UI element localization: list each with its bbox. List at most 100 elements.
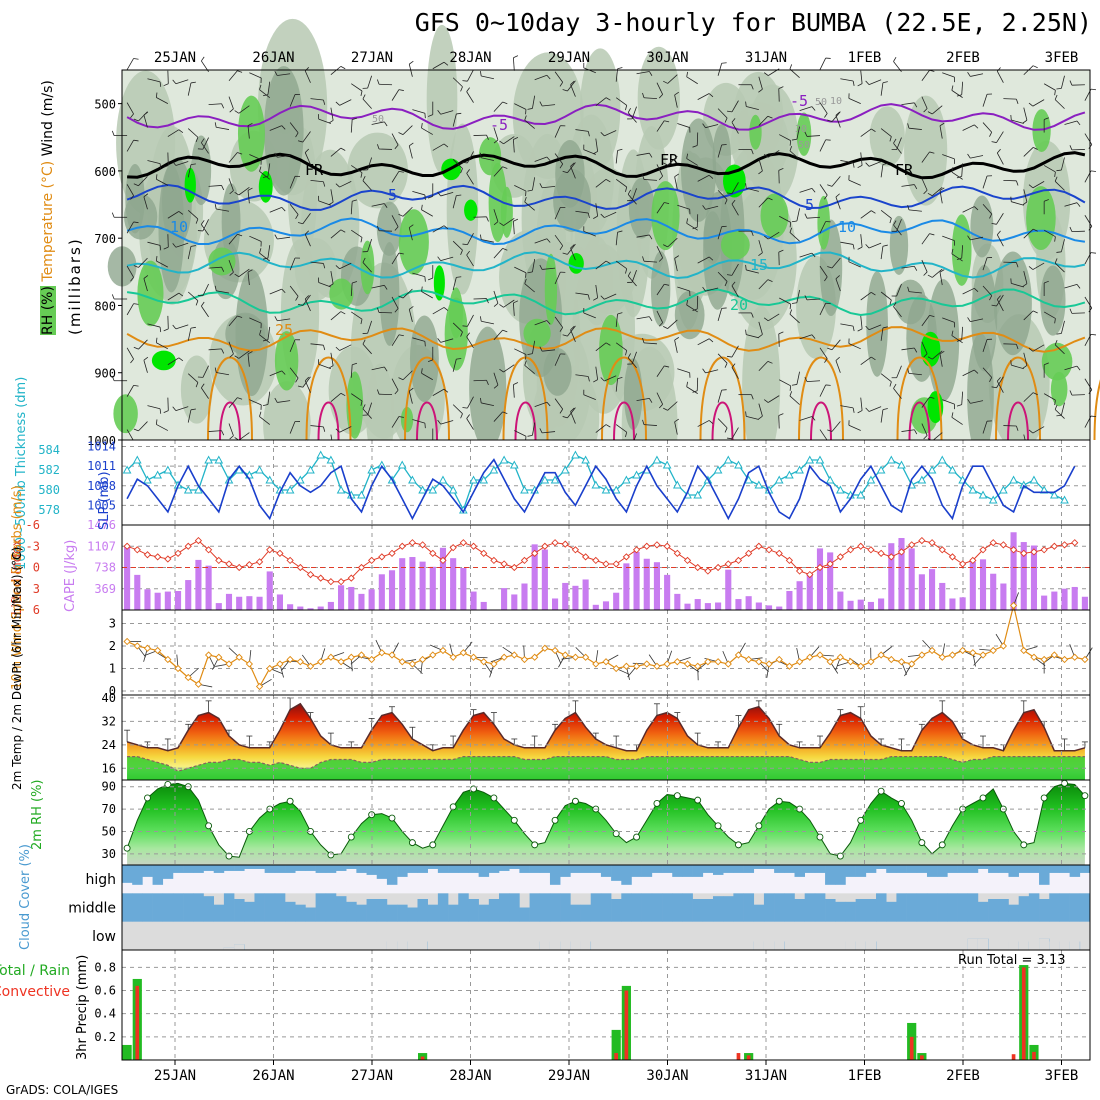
wind-barb <box>394 226 399 231</box>
wind-barb <box>138 339 148 350</box>
cloud-high-bar <box>865 865 877 873</box>
wind-barb <box>259 248 262 254</box>
wind-barb <box>402 370 413 381</box>
wind-barb <box>398 89 404 91</box>
cape-bar <box>674 593 681 610</box>
tick-label: 0 <box>33 561 40 575</box>
isotherm-line <box>404 356 450 441</box>
wind-barb <box>460 86 463 92</box>
wind-barb <box>360 237 363 243</box>
thickness-point <box>306 465 315 474</box>
wind-barb <box>625 268 628 274</box>
wind-barb <box>147 323 161 328</box>
thickness-point <box>805 455 815 464</box>
wind-barb <box>763 154 769 158</box>
wind-barb <box>982 94 988 107</box>
wind-barb <box>247 187 253 191</box>
tick-label: 580 <box>38 483 60 497</box>
wind-barb <box>402 125 413 135</box>
wind-barb <box>643 260 657 263</box>
wind-barb <box>882 81 888 84</box>
wind-barb <box>201 220 205 225</box>
rh-region <box>329 278 354 310</box>
wind-point <box>826 658 834 666</box>
wind-barb <box>289 176 296 189</box>
wind-barb <box>996 152 1004 165</box>
rh-point <box>551 816 559 824</box>
wind-barb <box>840 241 854 245</box>
wind-barb <box>717 390 723 403</box>
wind-barb <box>163 246 169 250</box>
li-point <box>928 539 936 547</box>
wind-barb <box>503 299 515 308</box>
li-point <box>337 578 345 586</box>
wind-barb <box>605 260 611 264</box>
wind-barb <box>440 420 454 425</box>
date-label-top: 31JAN <box>745 50 787 66</box>
wind-barb <box>921 396 930 408</box>
wind-barb <box>466 173 474 185</box>
wind-barb <box>352 117 358 120</box>
rh-point <box>347 833 355 841</box>
cloud-high-bar <box>692 865 704 877</box>
wind-barb <box>328 283 334 287</box>
wind-barb <box>514 103 527 110</box>
wind-barb <box>595 424 607 433</box>
wind-barb <box>896 137 902 150</box>
wind-barb <box>1060 157 1065 171</box>
wind-barb <box>201 142 209 154</box>
cloud-middle-bar <box>234 899 245 922</box>
wind-barb <box>452 277 457 291</box>
wind-barb <box>542 349 556 352</box>
wind-barb <box>1011 283 1024 288</box>
cape-bar <box>694 599 701 610</box>
wind-barb <box>126 102 134 115</box>
wind-barb <box>811 252 816 258</box>
wind-point <box>561 651 569 659</box>
wind-barb <box>267 163 271 177</box>
li-point <box>846 546 855 554</box>
wind-barb <box>201 305 209 318</box>
cape-bar <box>592 604 599 610</box>
wind-point <box>1050 651 1058 659</box>
thickness-point <box>540 475 550 484</box>
wind-barb <box>840 78 854 82</box>
wind-barb <box>636 397 650 402</box>
wind-barb <box>631 188 637 201</box>
wind-barb <box>554 207 561 220</box>
cloud-high-bar <box>672 865 683 877</box>
wind-barb <box>335 101 340 106</box>
li-point <box>174 549 182 557</box>
wind-barb <box>371 203 385 207</box>
wind-barb <box>778 86 784 90</box>
wind-barb <box>133 303 139 305</box>
thickness-point <box>377 460 387 469</box>
wind-barb <box>367 239 373 252</box>
cloud-middle-bar <box>285 901 296 922</box>
wind-barb <box>1022 365 1028 369</box>
wind-barb <box>554 125 561 138</box>
wind-barb <box>789 64 793 70</box>
wind-barb <box>259 416 270 425</box>
wind-barb <box>155 92 158 98</box>
wind-point <box>765 660 773 668</box>
wind-barb <box>1016 344 1019 350</box>
wind-barb <box>554 353 561 366</box>
wind-barb <box>514 266 527 274</box>
rh-line <box>126 782 1086 858</box>
wind-barb <box>237 397 243 400</box>
wind-barb <box>259 329 262 335</box>
wind-barb <box>658 175 663 181</box>
li-line <box>126 539 1075 583</box>
thickness-point <box>734 460 743 469</box>
wind-barb <box>201 387 209 399</box>
wind-barb <box>340 147 346 151</box>
wind-point <box>836 653 844 661</box>
wind-barb <box>860 292 872 301</box>
wind-barb <box>249 235 262 242</box>
cloud-low-block <box>1018 941 1029 950</box>
cape-bar <box>480 601 487 610</box>
wind-barb <box>493 221 499 226</box>
cloud-high-bar <box>1069 865 1081 877</box>
wind-barb <box>159 327 162 333</box>
